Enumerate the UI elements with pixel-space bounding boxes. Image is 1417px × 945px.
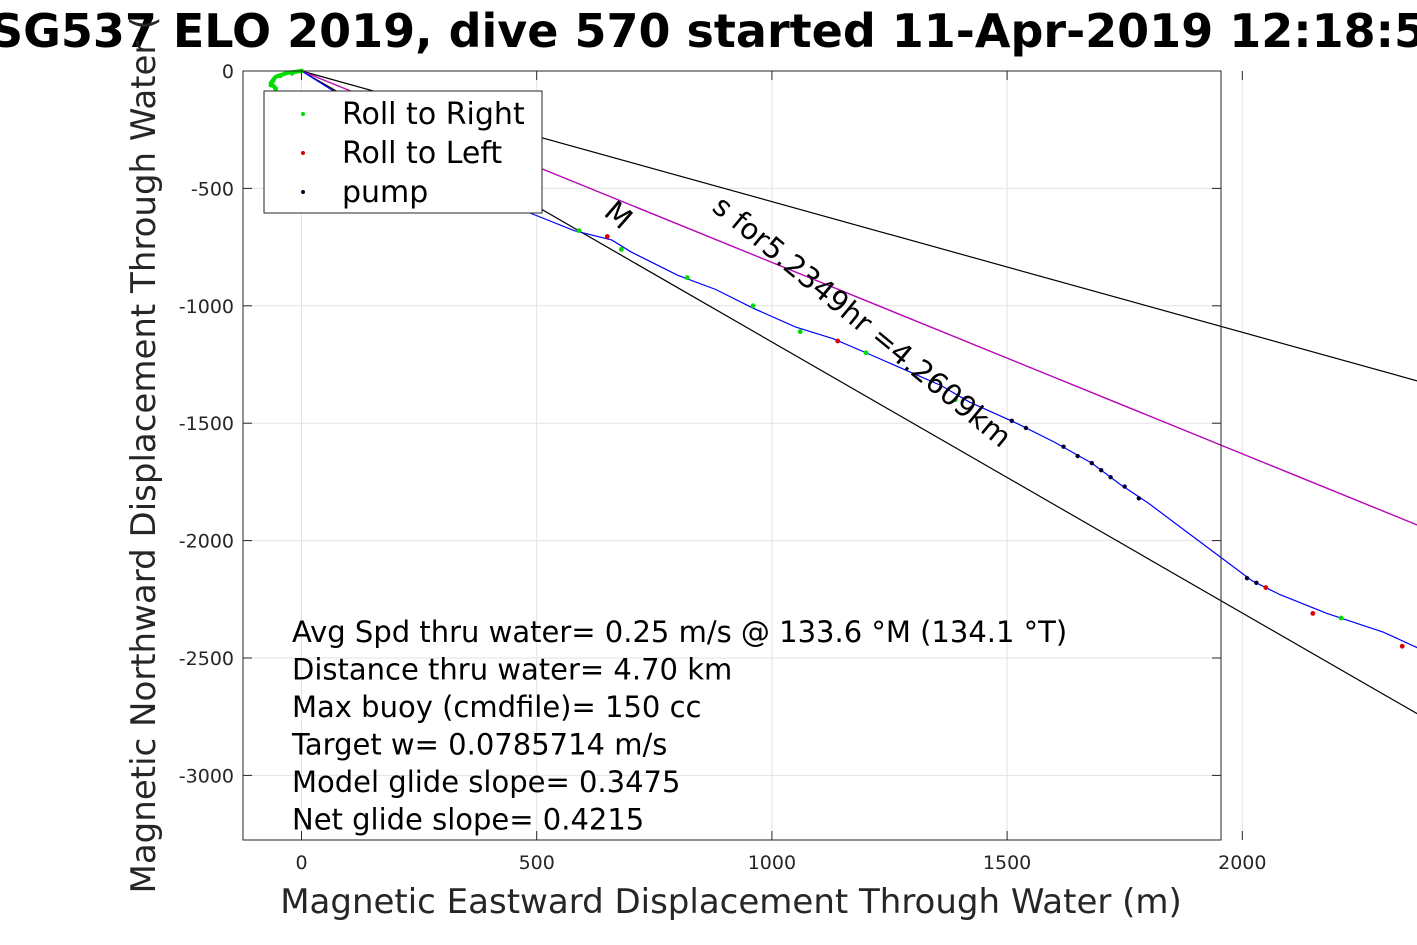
roll-right-point [797, 329, 803, 335]
pump-point [1136, 496, 1142, 501]
axis-ticks: 05001000150020002500300035000-500-1000-1… [179, 61, 1267, 874]
x-tick-label: 500 [519, 852, 555, 874]
legend-marker [301, 112, 305, 116]
chart-title: SG537 ELO 2019, dive 570 started 11-Apr-… [0, 4, 1417, 58]
legend-label: pump [342, 175, 428, 210]
roll-right-point [618, 247, 624, 252]
roll-right-point [273, 86, 279, 92]
pump-point [1244, 575, 1250, 581]
roll-right-point [684, 275, 690, 281]
stats-line: Net glide slope= 0.4215 [292, 803, 644, 837]
x-axis-label: Magnetic Eastward Displacement Through W… [280, 882, 1182, 922]
roll-left-point [604, 234, 610, 239]
legend-box [263, 90, 543, 214]
roll-right-point [952, 397, 958, 403]
x-tick-label: 0 [295, 852, 307, 874]
legend-label: Roll to Left [342, 136, 502, 171]
pump-point [1089, 460, 1094, 466]
roll-right-point [277, 73, 283, 79]
pump-point [1254, 580, 1259, 586]
y-axis-label: Magnetic Northward Displacement Through … [124, 17, 164, 894]
pump-point [1061, 444, 1066, 449]
roll-left-point [1399, 643, 1405, 649]
axes-frame [242, 70, 1222, 841]
roll-left-point [835, 338, 841, 344]
y-tick-label: 0 [222, 61, 234, 83]
cone-right-line [301, 70, 1417, 382]
y-tick-label: -500 [191, 178, 234, 200]
current-line-magenta [301, 70, 1417, 526]
stats-line: Target w= 0.0785714 m/s [291, 728, 667, 762]
pump-point [1009, 418, 1015, 424]
roll-right-point [270, 77, 276, 83]
pump-point [1075, 453, 1080, 459]
dive-track-path [301, 70, 1417, 649]
stats-line: Max buoy (cmdfile)= 150 cc [292, 690, 701, 724]
stats-text-block: Avg Spd thru water= 0.25 m/s @ 133.6 °M … [291, 615, 1067, 837]
legend: Roll to Right Roll to Left pump [263, 90, 543, 214]
x-tick-label: 2000 [1218, 852, 1266, 874]
legend-marker [301, 190, 305, 194]
roll-right-point [268, 82, 274, 88]
legend-label: Roll to Right [342, 97, 525, 132]
roll-right-point [750, 303, 756, 309]
roll-right-point [863, 350, 869, 356]
x-tick-label: 1000 [748, 852, 796, 874]
y-tick-label: -1500 [179, 413, 234, 435]
roll-right-point [289, 70, 295, 76]
y-tick-label: -1000 [179, 296, 234, 318]
y-tick-label: -2500 [179, 648, 234, 670]
pump-point [1108, 475, 1113, 480]
pump-point [1122, 484, 1127, 489]
stats-line: Distance thru water= 4.70 km [292, 653, 732, 687]
roll-right-point [576, 228, 582, 234]
pump-point [1098, 467, 1104, 473]
roll-left-point [1263, 585, 1269, 590]
y-tick-label: -2000 [179, 531, 234, 553]
y-tick-label: -3000 [179, 765, 234, 787]
roll-right-point [1338, 615, 1344, 621]
roll-left-point [1310, 610, 1316, 616]
legend-marker [301, 151, 305, 155]
stats-line: Avg Spd thru water= 0.25 m/s @ 133.6 °M … [292, 615, 1067, 649]
pump-point [1023, 425, 1029, 431]
x-tick-label: 1500 [983, 852, 1031, 874]
stats-line: Model glide slope= 0.3475 [292, 765, 680, 799]
